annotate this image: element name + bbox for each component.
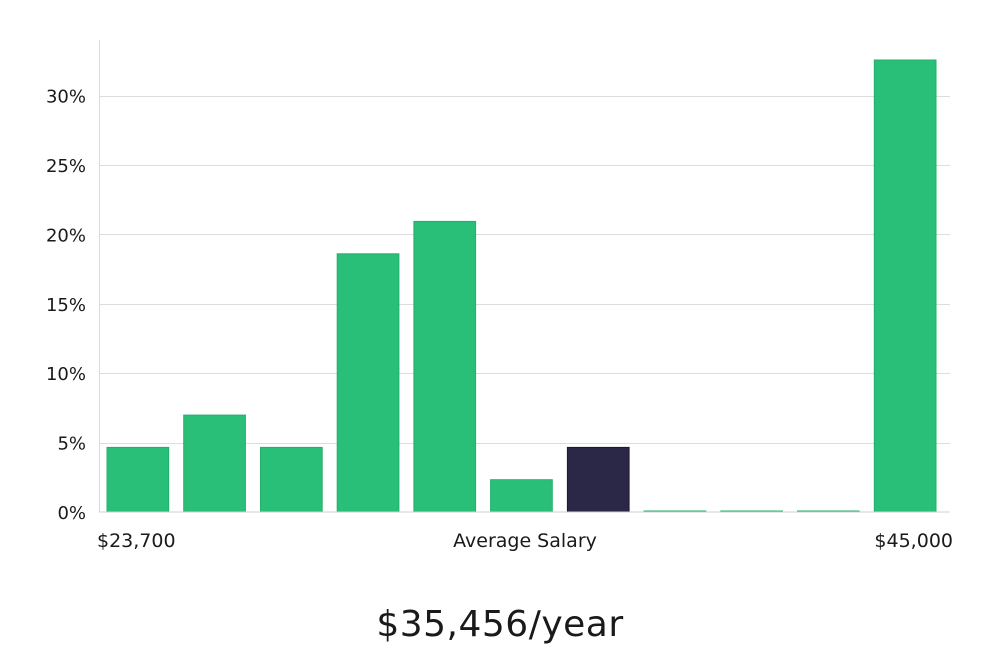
y-tick-label: 0%	[57, 503, 86, 524]
y-axis-ticks: 0% 5% 10% 15% 20% 25% 30%	[46, 87, 86, 524]
y-tick-label: 10%	[46, 364, 86, 385]
salary-histogram: 0% 5% 10% 15% 20% 25% 30% $23,700 Average Sala…	[46, 40, 953, 552]
y-tick-label: 20%	[46, 225, 86, 246]
average-salary-value: $35,456/year	[376, 604, 624, 645]
bar[interactable]	[106, 446, 170, 513]
bars	[106, 59, 937, 513]
bar[interactable]	[260, 446, 323, 513]
bar[interactable]	[490, 479, 553, 513]
x-axis-label: Average Salary	[453, 530, 597, 552]
y-tick-label: 30%	[46, 87, 86, 108]
bar[interactable]	[183, 414, 246, 513]
x-max-label: $45,000	[874, 530, 953, 552]
y-tick-label: 15%	[46, 295, 86, 316]
x-min-label: $23,700	[97, 530, 176, 552]
y-tick-label: 25%	[46, 156, 86, 177]
gridlines	[100, 96, 950, 444]
y-tick-label: 5%	[57, 434, 86, 455]
bar-highlighted[interactable]	[566, 446, 630, 513]
bar[interactable]	[413, 220, 477, 513]
bar[interactable]	[873, 59, 937, 513]
bar[interactable]	[336, 253, 400, 513]
